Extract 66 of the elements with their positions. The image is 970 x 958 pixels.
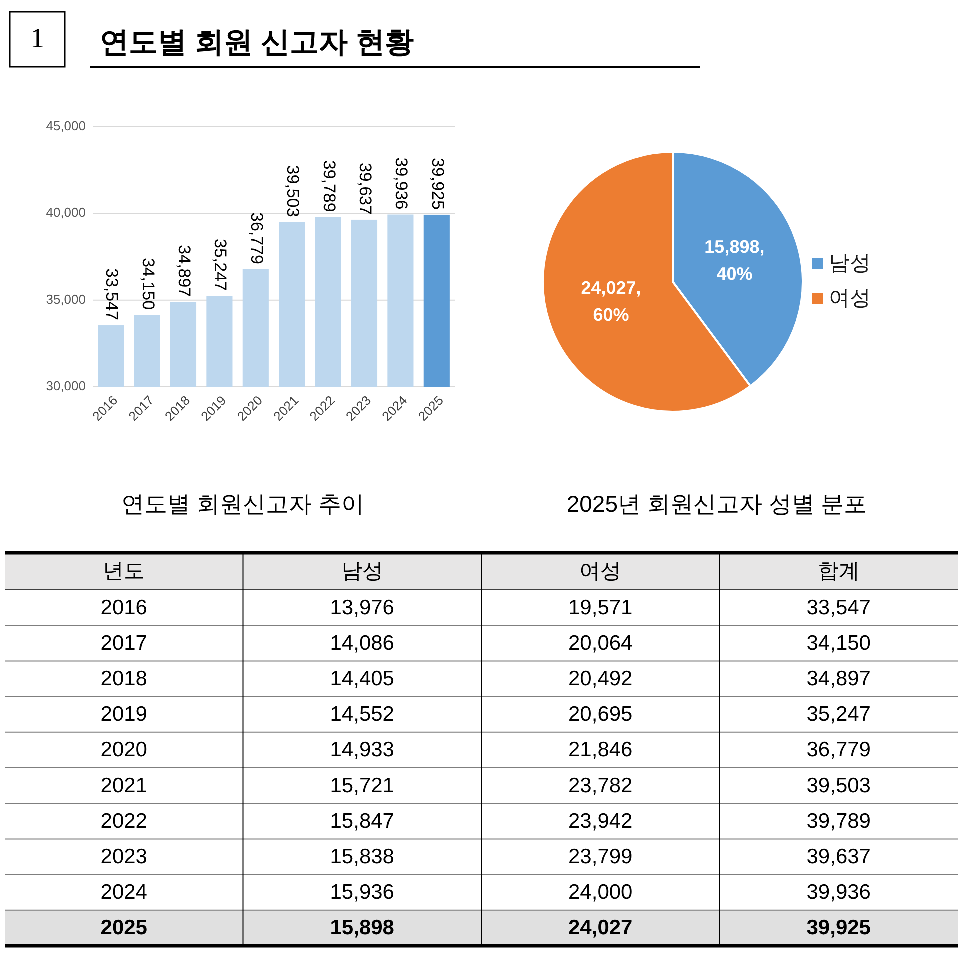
- data-label: 39,789: [320, 160, 339, 212]
- text: 1: [30, 23, 44, 54]
- data-label: 24,000: [568, 881, 633, 904]
- data-label: 14,405: [330, 668, 394, 691]
- x-tick-label: 남성: [341, 560, 384, 584]
- data-label: 24,027, 60%: [581, 278, 642, 325]
- data-label: 14,086: [330, 632, 394, 655]
- data-label: 23,782: [568, 774, 633, 798]
- y-tick-label: 2020: [100, 738, 148, 762]
- data-label: 35,247: [806, 703, 871, 726]
- text: 연도별 회원신고자 추이: [122, 491, 364, 517]
- legend-label: 남성: [829, 252, 871, 276]
- data-label: 19,571: [568, 596, 633, 620]
- y-tick-label: 2025: [100, 916, 148, 940]
- y-tick-label: 2017: [100, 632, 148, 655]
- text: 연도별 회원 신고자 현황: [100, 27, 414, 59]
- data-label: 21,846: [568, 738, 633, 762]
- y-axis-title: 년도: [103, 560, 146, 584]
- y-tick-label: 30,000: [46, 378, 86, 394]
- y-tick-label: 2018: [100, 668, 148, 691]
- data-label: 15,721: [330, 774, 394, 798]
- data-label: 35,247: [211, 239, 230, 292]
- y-tick-label: 2021: [100, 774, 148, 798]
- data-label: 15,838: [330, 846, 394, 869]
- y-tick-label: 35,000: [46, 292, 86, 307]
- data-label: 39,936: [392, 158, 412, 210]
- data-label: 39,503: [806, 774, 871, 798]
- data-label: 34,897: [806, 668, 871, 691]
- data-label: 36,779: [806, 738, 871, 762]
- data-label: 39,936: [806, 881, 871, 904]
- data-label: 39,503: [284, 165, 303, 218]
- y-tick-label: 2019: [100, 703, 148, 726]
- data-label: 39,637: [356, 162, 376, 215]
- data-label: 14,933: [330, 738, 394, 762]
- data-label: 15,847: [330, 810, 394, 833]
- y-tick-label: 45,000: [46, 118, 86, 134]
- data-label: 33,547: [102, 268, 122, 321]
- data-label: 15,898, 40%: [704, 236, 765, 284]
- text: 2025년 회원신고자 성별 분포: [566, 491, 868, 517]
- data-label: 39,789: [806, 810, 871, 833]
- data-label: 36,779: [247, 212, 266, 264]
- y-tick-label: 2016: [100, 596, 148, 620]
- data-label: 39,925: [428, 158, 448, 210]
- data-label: 34,150: [806, 632, 871, 655]
- data-label: 34,150: [138, 258, 158, 310]
- data-label: 20,492: [568, 668, 633, 691]
- data-label: 39,925: [806, 916, 872, 940]
- data-label: 23,942: [568, 810, 633, 833]
- y-tick-label: 2023: [100, 846, 148, 869]
- data-label: 15,936: [330, 881, 394, 904]
- data-label: 15,898: [330, 916, 395, 940]
- data-label: 39,637: [806, 846, 871, 869]
- data-label: 13,976: [330, 596, 394, 620]
- y-tick-label: 40,000: [46, 205, 86, 220]
- data-label: 34,897: [175, 245, 194, 298]
- data-label: 23,799: [568, 846, 633, 869]
- x-tick-label: 여성: [580, 560, 622, 584]
- legend-label: 여성: [829, 287, 871, 310]
- y-tick-label: 2024: [100, 881, 148, 904]
- data-label: 20,695: [568, 703, 633, 726]
- data-label: 24,027: [568, 916, 633, 940]
- data-label: 14,552: [330, 703, 394, 726]
- data-label: 20,064: [568, 632, 634, 655]
- data-label: 33,547: [806, 596, 871, 620]
- y-tick-label: 2022: [100, 810, 148, 833]
- x-tick-label: 합계: [818, 560, 860, 584]
